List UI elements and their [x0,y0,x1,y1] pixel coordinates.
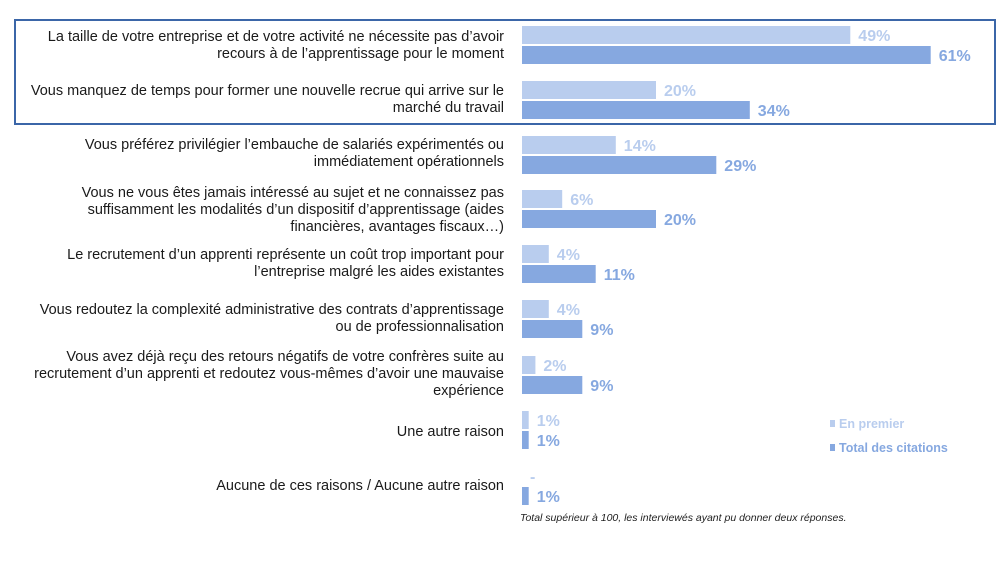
bar-premier [522,26,851,44]
legend-label-premier: En premier [839,417,905,431]
category-label: La taille de votre entreprise et de votr… [47,29,504,62]
value-label-total: 20% [664,212,696,229]
value-label-premier: 20% [664,83,696,100]
category-label: Le recrutement d’un apprenti représente … [67,247,504,280]
value-label-total: 9% [590,378,613,395]
value-label-premier: 49% [858,28,890,45]
bar-total [522,156,717,174]
value-label-premier: 4% [557,247,580,264]
value-label-premier: - [530,469,535,486]
value-label-total: 61% [939,48,971,65]
bar-premier [522,300,549,318]
category-label: Vous avez déjà reçu des retours négatifs… [34,348,504,399]
bar-premier [522,190,563,208]
value-label-premier: 2% [543,358,566,375]
bar-total [522,265,596,283]
value-label-total: 1% [537,433,560,450]
value-label-premier: 6% [570,192,593,209]
category-label: Une autre raison [396,423,504,440]
bar-total [522,487,529,505]
value-label-premier: 4% [557,302,580,319]
bar-premier [522,136,616,154]
legend-item-total: Total des citations [830,441,948,455]
bar-total [522,101,750,119]
legend-marker-premier [830,420,835,427]
category-label: Vous redoutez la complexité administrati… [39,302,504,335]
bar-total [522,431,529,449]
value-label-premier: 14% [624,138,656,155]
legend-marker-total [830,444,835,451]
bar-total [522,46,931,64]
value-label-total: 29% [724,158,756,175]
category-label: Vous manquez de temps pour former une no… [30,83,504,116]
footnote: Total supérieur à 100, les interviewés a… [520,512,847,524]
category-label: Vous ne vous êtes jamais intéressé au su… [81,184,504,235]
bar-total [522,376,583,394]
value-label-total: 11% [604,267,635,284]
value-label-total: 9% [590,322,613,339]
bar-total [522,320,583,338]
value-label-total: 34% [758,103,790,120]
bar-premier [522,356,536,374]
bar-premier [522,411,529,429]
highlight-box [14,19,996,125]
bar-premier [522,81,656,99]
legend-item-premier: En premier [830,417,904,431]
value-label-premier: 1% [537,413,560,430]
category-label: Vous préférez privilégier l’embauche de … [84,137,504,170]
legend-label-total: Total des citations [839,441,948,455]
value-label-total: 1% [537,489,560,506]
bar-premier [522,245,549,263]
bar-total [522,210,656,228]
category-label: Aucune de ces raisons / Aucune autre rai… [216,477,504,494]
